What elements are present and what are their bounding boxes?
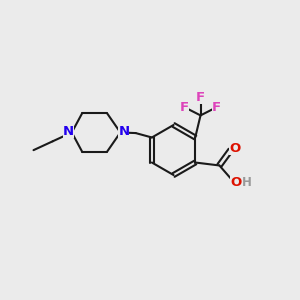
Text: H: H xyxy=(242,176,251,189)
Text: O: O xyxy=(230,142,241,155)
Text: N: N xyxy=(118,124,130,137)
Text: O: O xyxy=(230,176,242,189)
Text: F: F xyxy=(180,101,189,114)
Text: F: F xyxy=(196,91,205,103)
Text: F: F xyxy=(212,101,221,114)
Text: N: N xyxy=(63,124,74,137)
